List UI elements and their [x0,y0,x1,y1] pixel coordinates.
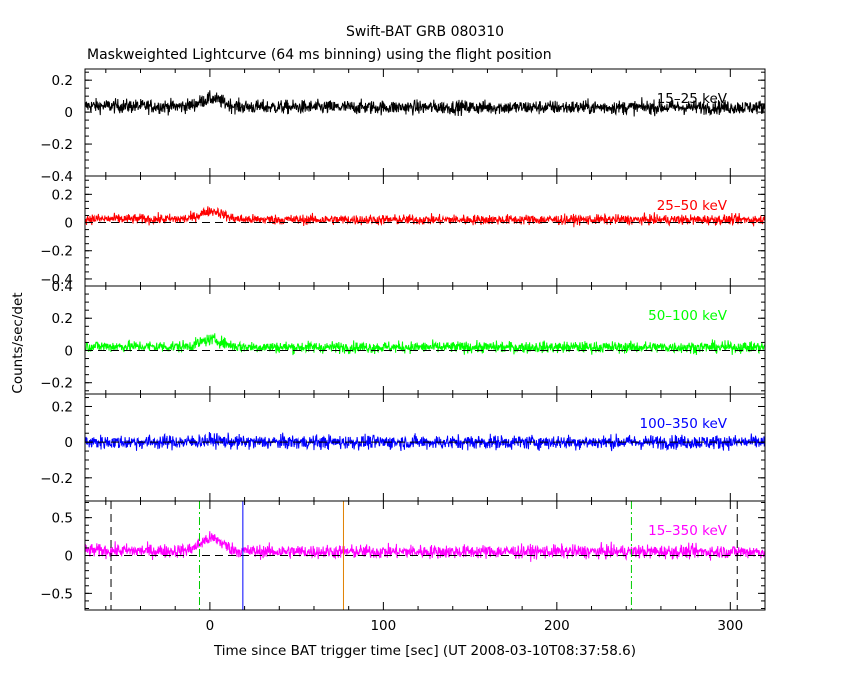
y-tick-label: −0.2 [40,376,73,392]
panel-5: 0.5 0 −0.5 15–350 keV [40,500,766,611]
y-axis-label: Counts/sec/det [10,292,26,393]
y-tick-label: 0 [64,343,73,359]
series-trace-2 [85,206,765,228]
y-tick-label: −0.4 [40,169,73,185]
band-label-5: 15–350 keV [648,523,728,539]
x-tick-label: 0 [206,618,215,634]
band-label-3: 50–100 keV [648,308,728,324]
y-tick-label: 0 [64,105,73,121]
series-trace-3 [85,333,765,356]
panel-2: 0.2 0 −0.2 −0.4 25–50 keV [40,175,766,288]
panel-frame [84,175,766,287]
y-tick-label: 0 [64,216,73,232]
panel-frame [84,285,766,395]
y-tick-label: 0.4 [52,279,73,295]
series-trace-5 [85,531,765,562]
y-tick-label: −0.2 [40,471,73,487]
y-tick-label: 0.2 [52,187,73,203]
x-axis-label: Time since BAT trigger time [sec] (UT 20… [213,643,636,659]
y-tick-label: 0.2 [52,399,73,415]
panel-1: 0.2 0 −0.2 −0.4 15–25 keV [40,68,766,185]
panel-frame [84,68,766,177]
x-tick-label: 300 [717,618,743,634]
band-label-4: 100–350 keV [640,416,728,432]
y-tick-label: −0.2 [40,244,73,260]
y-tick-label: 0.2 [52,73,73,89]
band-label-1: 15–25 keV [657,91,728,107]
series-trace-1 [85,90,765,117]
y-tick-label: −0.5 [40,586,73,602]
panel-4: 0.2 0 −0.2 100–350 keV [40,393,766,502]
y-tick-label: 0.5 [52,511,73,527]
band-label-2: 25–50 keV [657,198,728,214]
series-trace-4 [85,431,765,452]
y-tick-label: −0.4 [40,272,73,288]
x-tick-label: 100 [370,618,396,634]
x-tick-label: 200 [544,618,570,634]
y-tick-label: 0.2 [52,311,73,327]
panel-3: 0.4 0.2 0 −0.2 50–100 keV [40,279,766,395]
chart-title: Swift-BAT GRB 080310 [346,24,504,40]
y-tick-label: 0 [64,549,73,565]
chart-subtitle: Maskweighted Lightcurve (64 ms binning) … [87,47,552,63]
y-tick-label: −0.2 [40,137,73,153]
y-tick-label: 0 [64,435,73,451]
panels-group: 0.2 0 −0.2 −0.4 15–25 keV 0.2 0 −0.2 −0.4 25–50 k… [40,68,766,634]
